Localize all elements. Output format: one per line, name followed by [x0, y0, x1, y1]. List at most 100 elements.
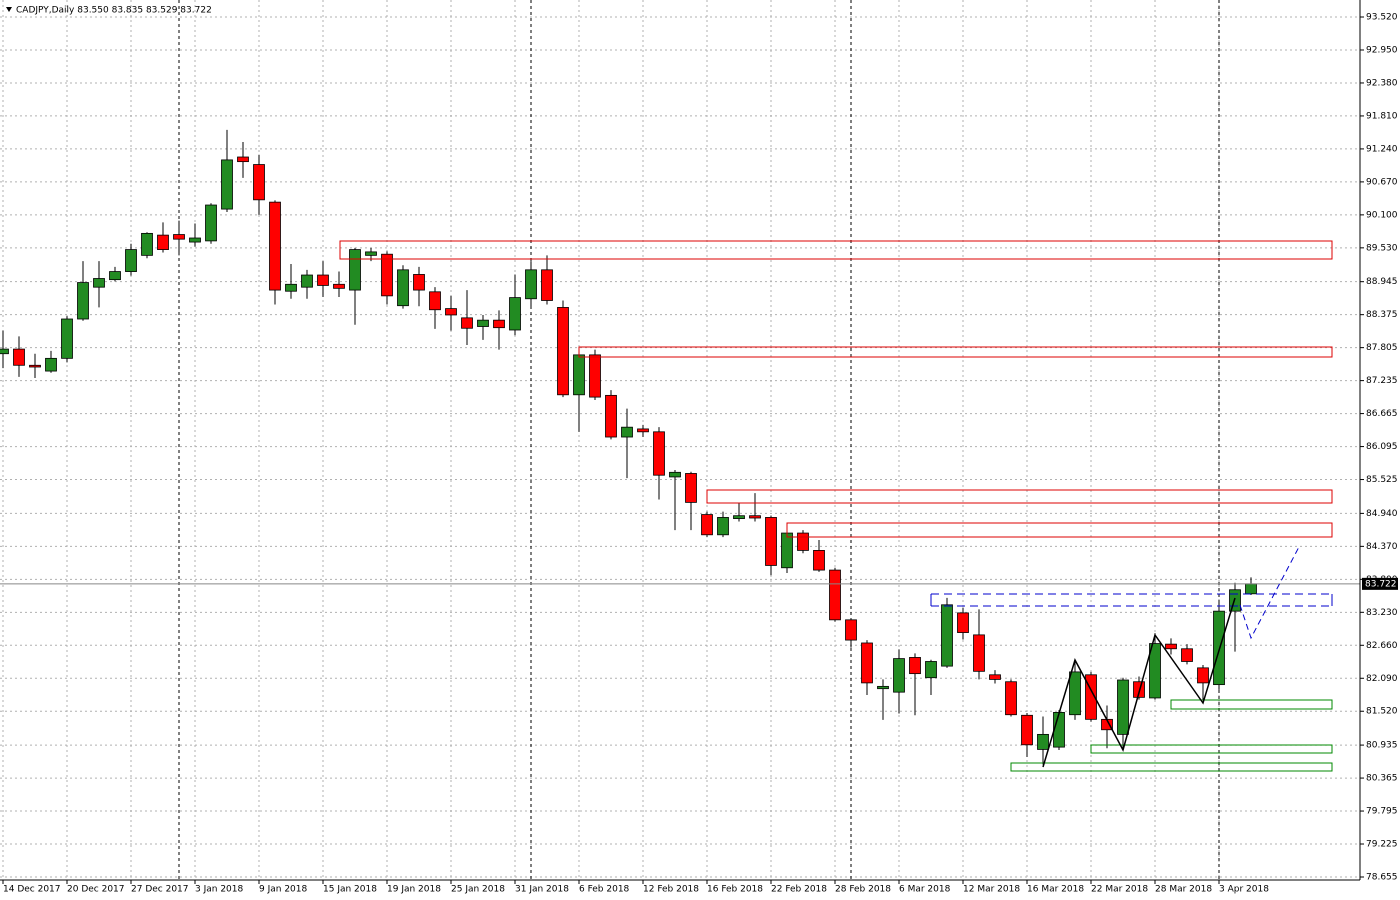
candle-body — [685, 473, 697, 503]
x-tick-label: 19 Jan 2018 — [387, 885, 441, 895]
candle-body — [877, 685, 889, 690]
candle-body — [333, 283, 345, 289]
x-tick-label: 6 Feb 2018 — [579, 885, 630, 895]
y-tick-label: 84.940 — [1366, 509, 1398, 519]
candle-body — [253, 164, 265, 201]
candle-body — [605, 394, 617, 438]
y-tick-label: 87.235 — [1366, 376, 1398, 386]
y-tick-label: 92.380 — [1366, 78, 1398, 88]
candle-body — [669, 471, 681, 478]
x-tick-label: 22 Mar 2018 — [1091, 885, 1148, 895]
candle-body — [477, 319, 489, 327]
resistance-zone — [578, 346, 1333, 358]
x-tick-label: 3 Jan 2018 — [195, 885, 243, 895]
candle-body — [1165, 643, 1177, 650]
candle-body — [1117, 679, 1129, 735]
candle-body — [717, 517, 729, 536]
y-tick-label: 86.665 — [1366, 409, 1398, 419]
candle-body — [173, 234, 185, 240]
candle-body — [813, 550, 825, 571]
y-tick-label: 85.525 — [1366, 475, 1398, 485]
x-tick-label: 28 Feb 2018 — [835, 885, 891, 895]
candle-body — [205, 204, 217, 242]
candle-body — [413, 274, 425, 291]
candle-body — [589, 354, 601, 398]
y-tick-label: 88.375 — [1366, 310, 1398, 320]
x-tick-label: 16 Mar 2018 — [1027, 885, 1084, 895]
support-zone — [1170, 699, 1333, 710]
candle-body — [893, 658, 905, 693]
candle-body — [765, 517, 777, 566]
candle-body — [973, 634, 985, 672]
candle-body — [1213, 610, 1225, 686]
x-tick-label: 14 Dec 2017 — [3, 885, 61, 895]
candle-body — [525, 269, 537, 300]
x-tick-label: 3 Apr 2018 — [1219, 885, 1269, 895]
candle-body — [157, 234, 169, 250]
candle-body — [781, 532, 793, 569]
candle-body — [125, 249, 137, 272]
x-tick-label: 27 Dec 2017 — [131, 885, 189, 895]
x-tick-label: 9 Jan 2018 — [259, 885, 307, 895]
candle-body — [349, 249, 361, 291]
y-tick-label: 88.945 — [1366, 277, 1398, 287]
candle-body — [141, 232, 153, 256]
candle-body — [541, 269, 553, 301]
candle-body — [93, 278, 105, 288]
drawings — [339, 240, 1333, 772]
x-tick-label: 6 Mar 2018 — [899, 885, 951, 895]
support-zone — [1010, 762, 1333, 772]
candle-body — [0, 348, 9, 355]
candle-body — [45, 357, 57, 372]
candle-body — [301, 274, 313, 288]
period-separators — [178, 0, 1220, 880]
candle-body — [1197, 667, 1209, 684]
y-tick-label: 79.795 — [1366, 807, 1398, 817]
y-tick-label: 83.230 — [1366, 608, 1398, 618]
y-tick-label: 78.655 — [1366, 872, 1398, 882]
candle-body — [365, 251, 377, 256]
y-tick-label: 79.225 — [1366, 840, 1398, 850]
candle-body — [445, 308, 457, 316]
candle-body — [701, 514, 713, 536]
candle-body — [397, 269, 409, 307]
candle-body — [653, 431, 665, 476]
zigzag — [1042, 597, 1236, 768]
candle-body — [109, 271, 121, 281]
candle-body — [573, 354, 585, 396]
current-price-box — [1362, 577, 1398, 590]
y-tick-label: 82.660 — [1366, 641, 1398, 651]
y-tick-label: 86.095 — [1366, 442, 1398, 452]
y-tick-label: 91.810 — [1366, 111, 1398, 121]
candle-body — [237, 156, 249, 163]
candle-body — [637, 428, 649, 433]
candle-body — [1133, 681, 1145, 698]
candle-body — [749, 515, 761, 519]
chart-title: CADJPY,Daily 83.550 83.835 83.529 83.722 — [16, 6, 212, 16]
candle-body — [1085, 674, 1097, 720]
candle-body — [1005, 681, 1017, 716]
candle-body — [1037, 733, 1049, 750]
candle-body — [957, 612, 969, 633]
projection — [1239, 544, 1301, 640]
y-tick-label: 81.520 — [1366, 707, 1398, 717]
candle-body — [1053, 712, 1065, 748]
resistance-zone — [339, 240, 1333, 260]
candle-body — [733, 515, 745, 519]
candle-body — [941, 604, 953, 667]
y-tick-label: 80.935 — [1366, 741, 1398, 751]
candle-body — [285, 283, 297, 292]
candle-body — [77, 282, 89, 320]
x-tick-label: 15 Jan 2018 — [323, 885, 377, 895]
candle-body — [1149, 643, 1161, 699]
candle-body — [909, 657, 921, 675]
candle-body — [989, 674, 1001, 680]
x-tick-label: 12 Feb 2018 — [643, 885, 699, 895]
candle-body — [429, 291, 441, 311]
grid — [0, 0, 1360, 880]
x-tick-label: 16 Feb 2018 — [707, 885, 763, 895]
y-tick-label: 90.670 — [1366, 177, 1398, 187]
candle-body — [269, 201, 281, 291]
y-tick-label: 90.100 — [1366, 210, 1398, 220]
